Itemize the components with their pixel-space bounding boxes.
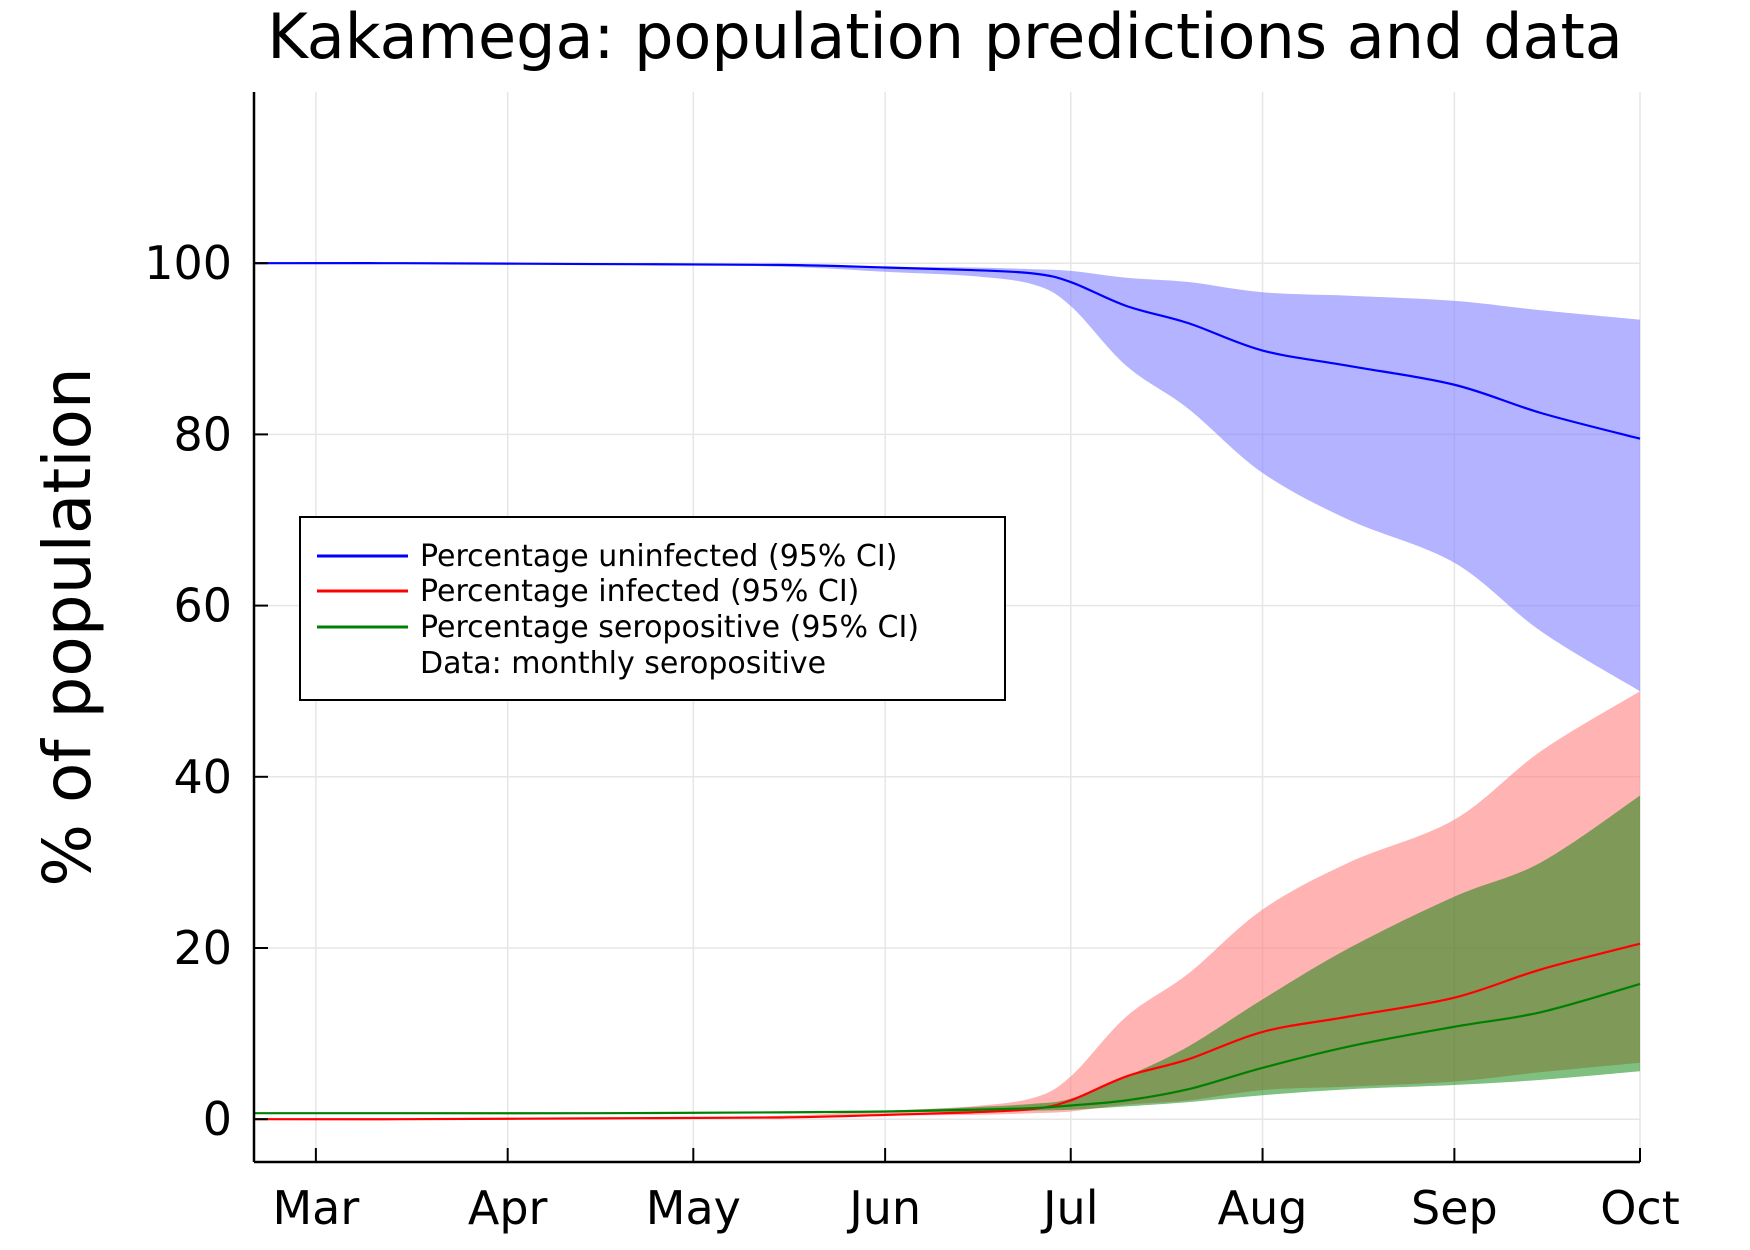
x-ticks: Mar Apr May Jun Jul Aug Sep Oct [272, 1148, 1680, 1235]
series-line-seropositive [254, 982, 1641, 1115]
legend: Percentage uninfected (95% CI) Percentag… [299, 516, 1006, 701]
legend-box [299, 516, 1006, 701]
ci-band-seropositive [254, 795, 1640, 1114]
series-line-uninfected [253, 262, 1641, 440]
y-axis-label: % of population [29, 367, 106, 887]
y-tick-label: 40 [173, 750, 232, 804]
x-tick-label: Apr [468, 1181, 548, 1235]
x-tick-label: Sep [1411, 1181, 1498, 1235]
axes [252, 92, 1640, 1164]
ci-band-uninfected [254, 263, 1640, 692]
x-tick-label: Aug [1218, 1181, 1308, 1235]
y-tick-label: 20 [173, 921, 232, 975]
series-lines [253, 262, 1641, 1121]
chart-title: Kakamega: population predictions and dat… [267, 0, 1623, 73]
y-tick-label: 0 [203, 1092, 232, 1146]
x-tick-label: Oct [1600, 1181, 1680, 1235]
legend-entry-infected: Percentage infected (95% CI) [420, 574, 859, 609]
x-tick-label: Jul [1040, 1181, 1099, 1235]
y-tick-label: 80 [173, 407, 232, 461]
x-tick-label: May [646, 1181, 741, 1235]
y-ticks: 0 20 40 60 80 100 [144, 236, 268, 1146]
legend-entry-uninfected: Percentage uninfected (95% CI) [420, 539, 897, 574]
y-tick-label: 100 [144, 236, 232, 290]
confidence-bands [254, 263, 1640, 1120]
x-tick-label: Mar [272, 1181, 359, 1235]
legend-entry-seropositive: Percentage seropositive (95% CI) [420, 610, 919, 645]
legend-entry-data: Data: monthly seropositive [420, 646, 826, 681]
y-tick-label: 60 [173, 579, 232, 633]
x-tick-label: Jun [846, 1181, 921, 1235]
